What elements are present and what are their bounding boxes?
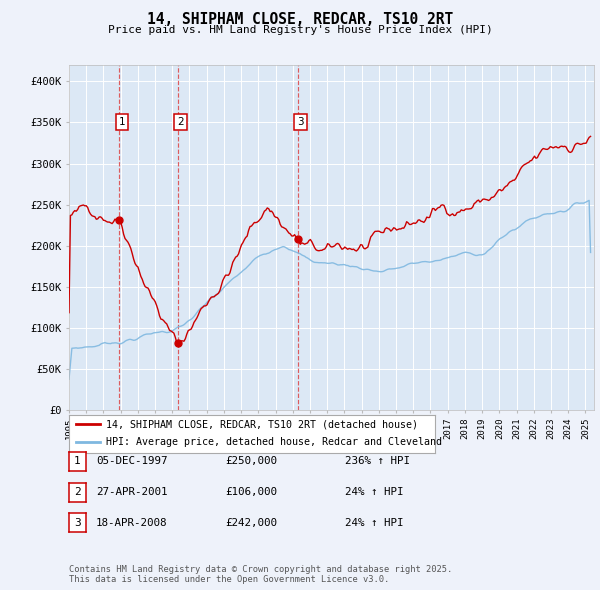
Text: 24% ↑ HPI: 24% ↑ HPI	[345, 518, 404, 527]
Text: £106,000: £106,000	[225, 487, 277, 497]
Text: £250,000: £250,000	[225, 457, 277, 466]
Text: 1: 1	[119, 117, 125, 127]
Text: 3: 3	[74, 518, 81, 527]
Text: 27-APR-2001: 27-APR-2001	[96, 487, 167, 497]
Text: 1: 1	[74, 457, 81, 466]
Text: £242,000: £242,000	[225, 518, 277, 527]
Text: HPI: Average price, detached house, Redcar and Cleveland: HPI: Average price, detached house, Redc…	[106, 437, 442, 447]
Text: Contains HM Land Registry data © Crown copyright and database right 2025.
This d: Contains HM Land Registry data © Crown c…	[69, 565, 452, 584]
Text: 14, SHIPHAM CLOSE, REDCAR, TS10 2RT (detached house): 14, SHIPHAM CLOSE, REDCAR, TS10 2RT (det…	[106, 419, 418, 430]
Text: 14, SHIPHAM CLOSE, REDCAR, TS10 2RT: 14, SHIPHAM CLOSE, REDCAR, TS10 2RT	[147, 12, 453, 27]
Text: 3: 3	[297, 117, 304, 127]
Text: 236% ↑ HPI: 236% ↑ HPI	[345, 457, 410, 466]
Text: 2: 2	[74, 487, 81, 497]
Text: 2: 2	[177, 117, 184, 127]
Text: 05-DEC-1997: 05-DEC-1997	[96, 457, 167, 466]
Text: Price paid vs. HM Land Registry's House Price Index (HPI): Price paid vs. HM Land Registry's House …	[107, 25, 493, 35]
Text: 24% ↑ HPI: 24% ↑ HPI	[345, 487, 404, 497]
Text: 18-APR-2008: 18-APR-2008	[96, 518, 167, 527]
